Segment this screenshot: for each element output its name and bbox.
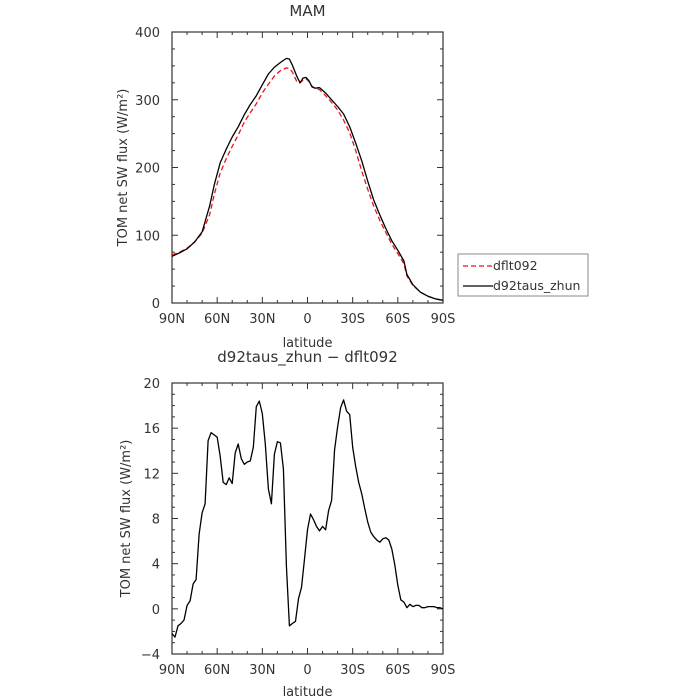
top-chart-ticks: 90N 60N 30N 0 30S 60S 90S 0 100 200 300 400 (135, 26, 455, 327)
top-x-tick-label: 30S (340, 312, 365, 327)
bottom-chart-x-axis-title: latitude (283, 685, 333, 700)
top-chart-legend: dflt092 d92taus_zhun (457, 253, 589, 297)
top-x-tick-label: 60S (385, 312, 410, 327)
bottom-y-tick-label: 8 (152, 513, 160, 528)
top-chart-title: MAM (289, 2, 325, 20)
top-x-tick-label: 30N (249, 312, 275, 327)
bottom-x-tick-label: 30N (249, 663, 275, 678)
top-chart-series (171, 57, 444, 301)
bottom-x-tick-label: 60S (385, 663, 410, 678)
bottom-chart-y-axis-title: TOM net SW flux (W/m²) (119, 440, 134, 599)
bottom-chart-series (171, 399, 444, 638)
top-chart: MAM latitude TOM net SW flux (W/m²) 90N 6… (116, 2, 455, 351)
top-y-tick-label: 100 (135, 229, 160, 244)
top-chart-y-axis-title: TOM net SW flux (W/m²) (116, 89, 131, 248)
bottom-y-tick-label: 0 (152, 603, 160, 618)
top-x-tick-label: 60N (204, 312, 230, 327)
bottom-y-tick-label: 16 (143, 422, 160, 437)
top-chart-x-axis-title: latitude (283, 336, 333, 351)
bottom-y-tick-label: 12 (143, 467, 160, 482)
top-series-line-d92taus_zhun (171, 57, 444, 301)
top-x-tick-label: 0 (303, 312, 311, 327)
bottom-chart-ticks: 90N 60N 30N 0 30S 60S 90S −4 0 4 8 12 16 20 (141, 377, 456, 678)
bottom-y-tick-label: 4 (152, 558, 160, 573)
top-x-tick-label: 90S (431, 312, 456, 327)
bottom-chart-frame (171, 382, 444, 655)
bottom-x-tick-label: 60N (204, 663, 230, 678)
bottom-x-tick-label: 30S (340, 663, 365, 678)
legend-box (457, 253, 589, 297)
top-series-line-dflt092 (171, 67, 444, 301)
bottom-x-tick-label: 90N (159, 663, 185, 678)
top-y-tick-label: 200 (135, 162, 160, 177)
bottom-chart-title: d92taus_zhun − dflt092 (217, 348, 397, 367)
top-y-tick-label: 400 (135, 26, 160, 41)
bottom-x-tick-label: 90S (431, 663, 456, 678)
legend-label-dflt092: dflt092 (493, 258, 538, 273)
bottom-series-line-0 (171, 399, 444, 638)
bottom-y-tick-label: 20 (143, 377, 160, 392)
top-y-tick-label: 0 (152, 297, 160, 312)
top-x-tick-label: 90N (159, 312, 185, 327)
bottom-chart: d92taus_zhun − dflt092 latitude TOM net … (119, 348, 455, 700)
bottom-y-tick-label: −4 (141, 648, 160, 663)
top-y-tick-label: 300 (135, 94, 160, 109)
bottom-x-tick-label: 0 (303, 663, 311, 678)
legend-label-d92taus_zhun: d92taus_zhun (493, 278, 580, 293)
